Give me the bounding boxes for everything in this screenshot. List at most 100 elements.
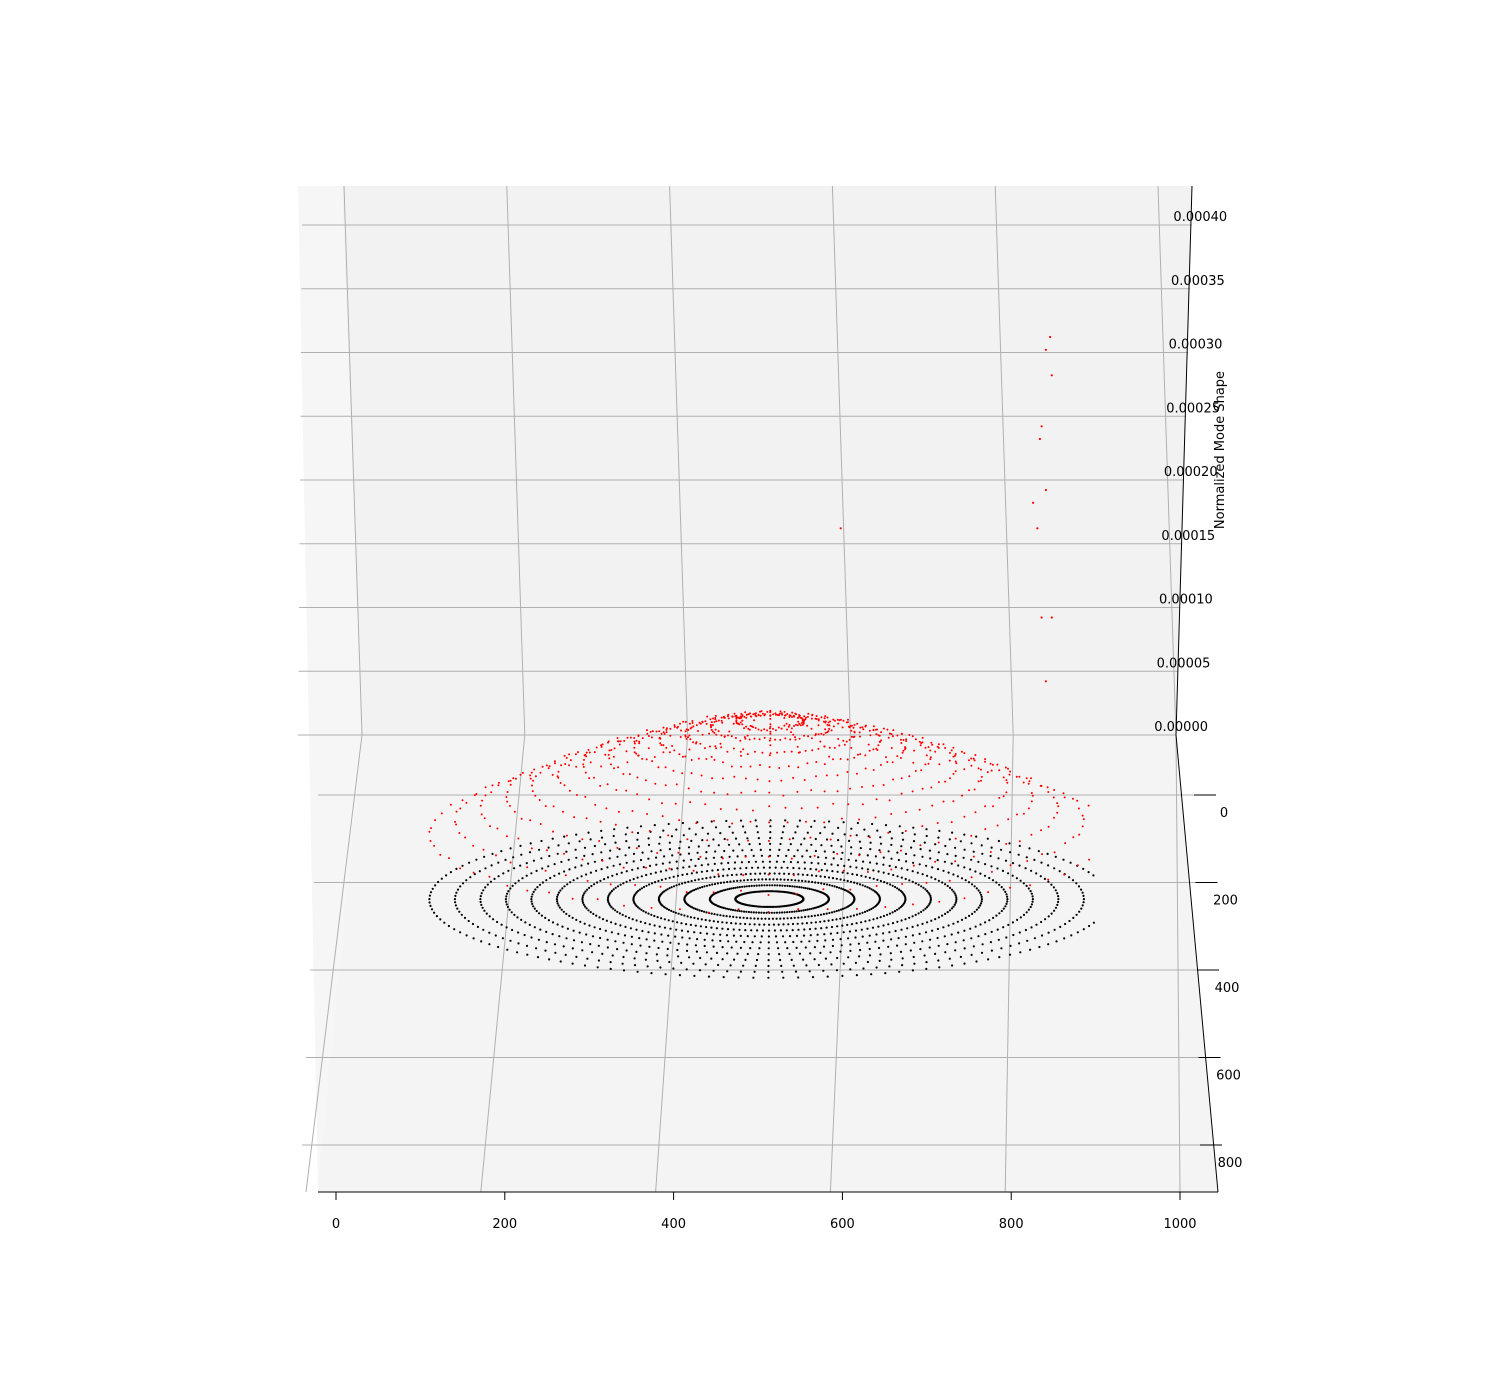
undeformed-point [1072,916,1075,920]
deformed-point [1008,773,1011,776]
undeformed-point [754,819,757,822]
undeformed-point [996,867,999,870]
undeformed-point [589,943,592,946]
deformed-point [952,746,955,749]
undeformed-point [714,826,718,829]
deformed-point [1031,794,1034,797]
undeformed-point [745,866,748,870]
undeformed-point [721,921,724,924]
undeformed-point [678,847,681,850]
undeformed-point [997,938,1000,941]
undeformed-point [641,929,644,933]
undeformed-point [575,918,578,922]
undeformed-point [639,920,642,923]
deformed-point [826,908,829,911]
undeformed-point [975,835,978,838]
undeformed-point [734,922,737,925]
undeformed-point [837,826,840,830]
deformed-point [820,732,823,735]
undeformed-point [609,904,612,907]
undeformed-point [526,953,529,956]
deformed-point [681,755,684,758]
deformed-point [631,831,634,834]
deformed-point [1007,818,1010,821]
undeformed-point [796,849,799,852]
undeformed-point [855,866,858,869]
deformed-point [786,713,789,715]
undeformed-point [746,917,749,920]
undeformed-point [792,837,795,840]
undeformed-point [678,883,681,886]
deformed-point [855,907,858,910]
deformed-point [856,722,859,725]
deformed-point [1009,886,1011,889]
deformed-point [551,773,554,776]
undeformed-point [950,907,954,910]
undeformed-point [1092,921,1095,924]
undeformed-point [836,956,839,960]
undeformed-point [887,923,890,926]
deformed-point [791,716,793,718]
undeformed-point [739,819,743,822]
undeformed-point [941,914,944,917]
undeformed-point [587,909,590,912]
deformed-point [984,760,986,763]
undeformed-point [699,956,702,960]
undeformed-point [891,922,895,925]
deformed-point [790,727,793,730]
undeformed-point [975,908,979,911]
deformed-point [588,777,591,780]
deformed-point [506,791,509,793]
deformed-point [638,740,641,743]
deformed-point [924,763,927,766]
deformed-point [864,724,867,727]
undeformed-point [798,952,802,955]
undeformed-point [757,878,760,881]
undeformed-point [1033,858,1036,862]
undeformed-point [653,939,656,942]
undeformed-point [675,928,678,931]
deformed-point [659,885,662,888]
undeformed-point [1007,872,1010,875]
undeformed-point [571,947,574,950]
deformed-point [544,805,547,808]
deformed-point [713,731,716,734]
deformed-point [1053,851,1056,854]
undeformed-point [599,927,602,931]
undeformed-point [1050,912,1053,915]
deformed-point [980,775,983,778]
deformed-point [798,714,801,716]
undeformed-point [612,888,615,891]
deformed-point [692,869,695,872]
undeformed-point [848,930,852,933]
deformed-point [526,889,529,892]
deformed-point [669,727,672,730]
undeformed-point [658,842,661,845]
undeformed-point [786,878,790,881]
undeformed-point [539,928,542,931]
deformed-point [600,744,603,747]
undeformed-point [974,870,977,873]
deformed-point [585,751,588,754]
undeformed-point [712,856,716,859]
deformed-point [758,738,761,741]
deformed-point [924,746,927,749]
undeformed-point [510,928,514,932]
deformed-point [743,736,746,739]
deformed-point [461,799,464,802]
undeformed-point [754,872,757,875]
undeformed-point [670,868,673,871]
undeformed-point [955,898,958,901]
deformed-point [886,728,889,731]
undeformed-point [531,902,534,906]
deformed-point [790,750,793,753]
deformed-point [868,749,871,752]
deformed-point [986,771,989,774]
deformed-point [806,762,809,765]
deformed-point [772,727,774,730]
undeformed-point [705,911,708,914]
undeformed-point [855,834,858,837]
undeformed-point [699,925,703,928]
x-gridline-back [343,185,363,736]
undeformed-point [912,840,916,843]
